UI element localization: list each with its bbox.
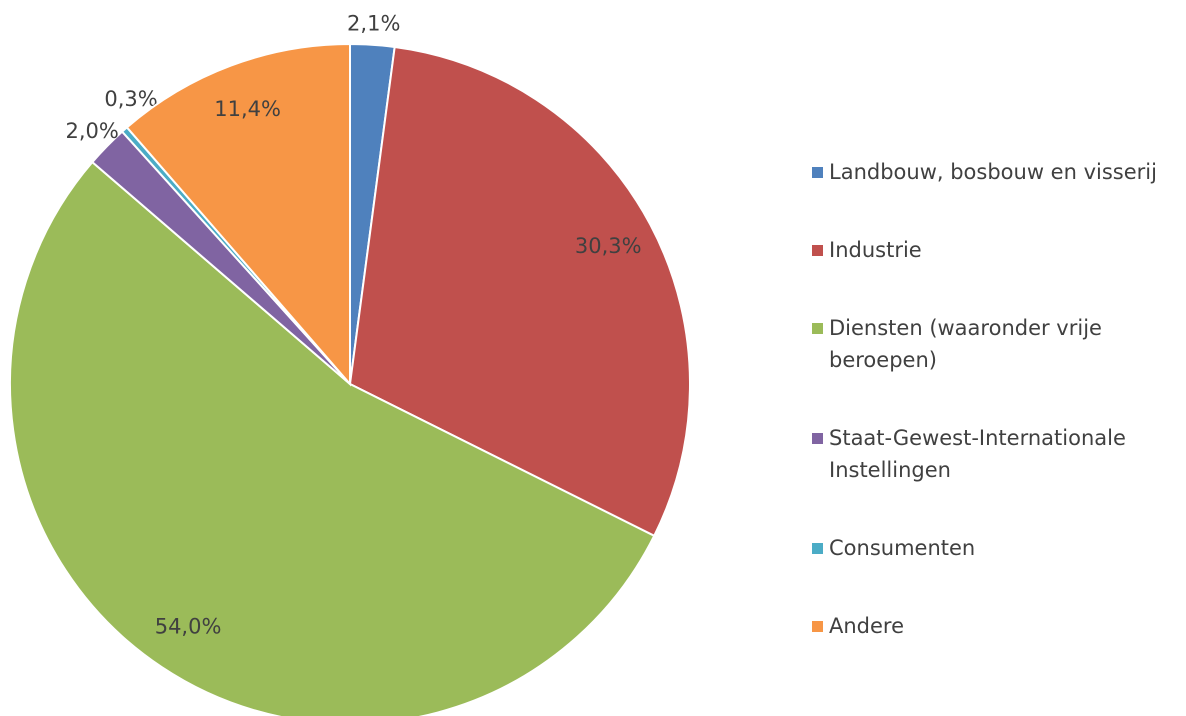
legend-item: Industrie	[812, 234, 1182, 266]
legend-item: Diensten (waaronder vrije beroepen)	[812, 312, 1182, 376]
data-label: 30,3%	[575, 234, 642, 258]
legend-label: Industrie	[829, 238, 922, 262]
data-label: 2,0%	[65, 119, 118, 143]
data-label: 11,4%	[214, 97, 281, 121]
legend-swatch	[812, 621, 823, 632]
pie-slice	[125, 42, 351, 387]
legend-item: Landbouw, bosbouw en visserij	[812, 156, 1182, 188]
legend-label: Diensten (waaronder vrije beroepen)	[829, 316, 1102, 372]
legend-item: Staat-Gewest-Internationale Instellingen	[812, 422, 1182, 486]
pie-slice	[9, 160, 656, 716]
data-label: 0,3%	[104, 87, 157, 111]
data-label: 54,0%	[155, 614, 222, 638]
legend-label: Andere	[829, 614, 905, 638]
legend-swatch	[812, 433, 823, 444]
legend-item: Andere	[812, 610, 1182, 642]
legend-label: Staat-Gewest-Internationale Instellingen	[829, 426, 1126, 482]
legend: Landbouw, bosbouw en visserij Industrie Di…	[812, 156, 1182, 688]
legend-swatch	[812, 167, 823, 178]
legend-swatch	[812, 323, 823, 334]
legend-label: Consumenten	[829, 536, 976, 560]
pie-slice	[348, 45, 691, 538]
data-label: 2,1%	[347, 11, 400, 35]
legend-swatch	[812, 245, 823, 256]
legend-item: Consumenten	[812, 532, 1182, 564]
legend-label: Landbouw, bosbouw en visserij	[829, 160, 1157, 184]
legend-swatch	[812, 543, 823, 554]
